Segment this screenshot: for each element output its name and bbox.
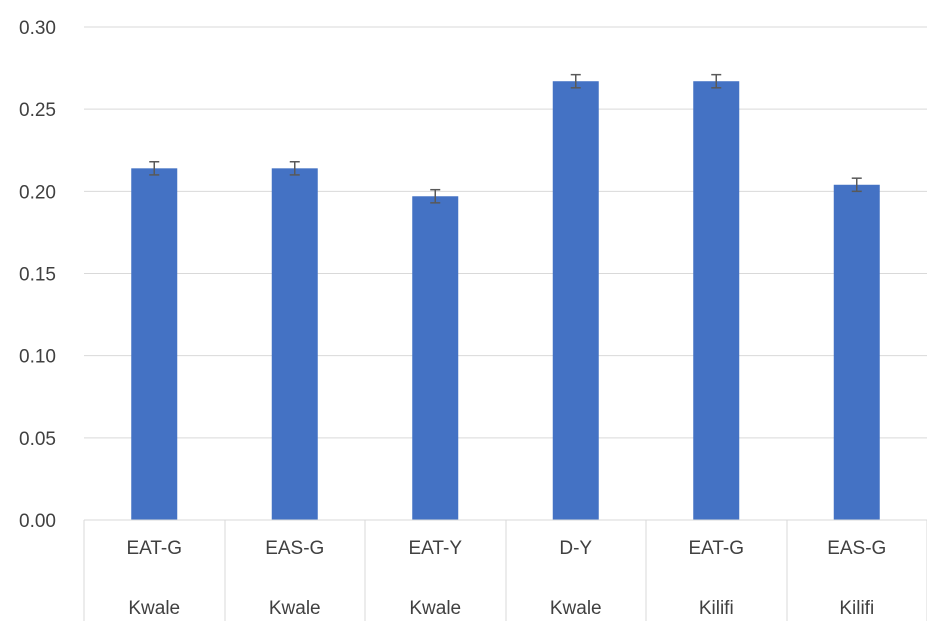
y-tick-label: 0.20 — [19, 182, 56, 203]
error-bars — [149, 73, 862, 204]
bar — [552, 81, 599, 520]
x-axis: EAT-G Kwale EAS-G Kwale EAT-Y Kwale D-Y Kwale EA… — [83, 519, 927, 621]
x-category-label: D-Y — [559, 538, 592, 559]
error-bar — [149, 161, 160, 176]
x-category-label: EAT-G — [688, 538, 744, 559]
error-bar — [711, 73, 722, 89]
bar — [271, 168, 318, 520]
bar — [833, 184, 880, 520]
error-bar — [289, 161, 300, 176]
y-tick-label: 0.30 — [19, 18, 56, 39]
x-category-label: EAS-G — [265, 538, 324, 559]
x-category-label: EAT-G — [126, 538, 182, 559]
bar — [131, 168, 178, 520]
error-bar — [570, 73, 581, 89]
x-category-label: EAS-G — [827, 538, 886, 559]
x-group-label: Kwale — [128, 598, 180, 619]
y-tick-label: 0.00 — [19, 511, 56, 532]
x-group-label: Kilifi — [699, 598, 734, 619]
bar — [693, 81, 740, 520]
x-group-label: Kilifi — [839, 598, 874, 619]
x-group-label: Kwale — [409, 598, 461, 619]
bar — [412, 196, 459, 520]
y-axis-tick-labels: 0.00 0.05 0.10 0.15 0.20 0.25 0.30 — [19, 18, 56, 532]
x-group-label: Kwale — [269, 598, 321, 619]
bars — [131, 81, 880, 520]
x-category-label: EAT-Y — [409, 538, 463, 559]
error-bar — [851, 177, 862, 193]
x-group-label: Kwale — [550, 598, 602, 619]
y-tick-label: 0.15 — [19, 265, 56, 286]
y-tick-label: 0.25 — [19, 100, 56, 121]
error-bar — [430, 188, 441, 204]
y-tick-label: 0.10 — [19, 347, 56, 368]
gridlines — [84, 26, 927, 439]
y-tick-label: 0.05 — [19, 429, 56, 450]
